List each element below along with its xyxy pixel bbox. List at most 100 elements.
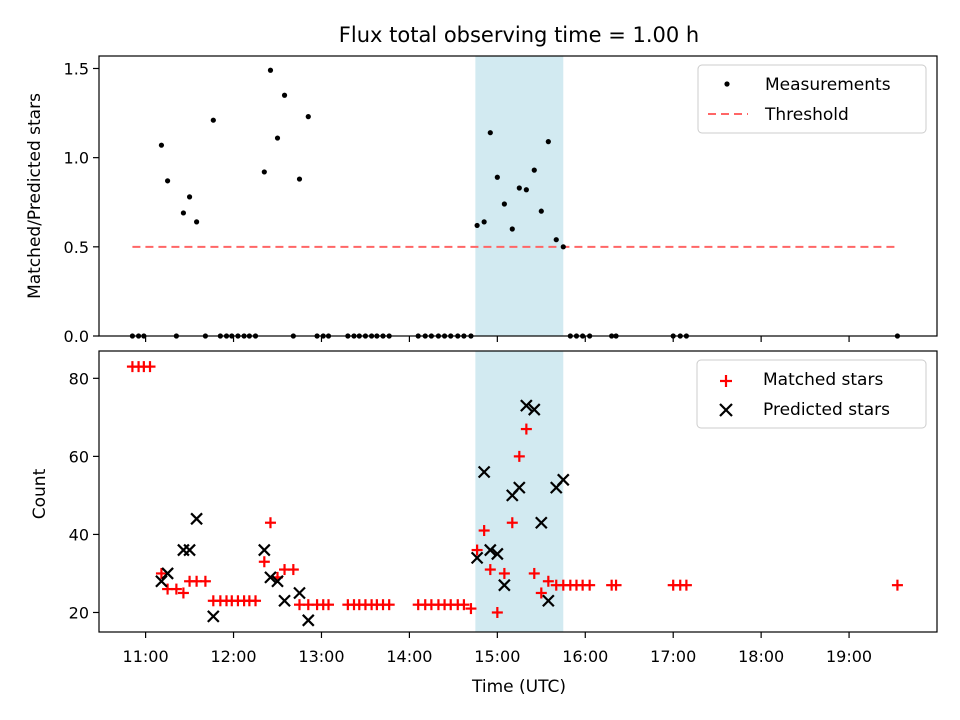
- predicted-star-point: [520, 399, 533, 412]
- matched-star-point: [471, 544, 483, 556]
- top-ytick-label: 1.5: [64, 59, 89, 78]
- predicted-star-point: [513, 481, 526, 494]
- x-axis-label: Time (UTC): [471, 677, 566, 697]
- measurement-point: [281, 92, 288, 98]
- bottom-ytick-label: 40: [69, 525, 89, 544]
- legend-predicted-marker: [719, 403, 733, 417]
- predicted-star-point: [293, 586, 306, 600]
- measurement-point: [186, 194, 193, 200]
- bottom-ytick-label: 60: [69, 447, 89, 466]
- predicted-star-point: [557, 473, 570, 487]
- matched-star-point: [584, 579, 596, 591]
- top-ytick-label: 0.5: [64, 238, 89, 257]
- measurement-point: [474, 222, 480, 229]
- matched-star-point: [155, 567, 167, 579]
- matched-star-point: [478, 525, 490, 537]
- matched-stars-group: [126, 361, 903, 618]
- matched-star-point: [535, 587, 547, 599]
- matched-star-point: [323, 599, 335, 611]
- bottom-ytick-label: 20: [69, 603, 89, 622]
- xtick-label: 13:00: [298, 647, 344, 666]
- xtick-label: 12:00: [210, 647, 256, 666]
- matched-star-point: [610, 579, 622, 591]
- matched-star-point: [287, 564, 299, 576]
- predicted-star-point: [542, 594, 555, 608]
- measurement-point: [501, 201, 507, 207]
- predicted-star-point: [258, 543, 271, 557]
- matched-star-point: [484, 564, 496, 576]
- measurement-point: [560, 244, 566, 250]
- matched-star-point: [506, 517, 518, 529]
- predicted-star-point: [183, 543, 196, 557]
- measurement-point: [531, 167, 537, 173]
- measurement-point: [194, 219, 200, 225]
- matched-star-point: [199, 575, 211, 587]
- top-legend-box: [697, 64, 927, 134]
- top-ytick-group: 0.0 0.5 1.0 1.5: [64, 59, 99, 346]
- xtick-label: 18:00: [738, 647, 784, 666]
- chart-title: Flux total observing time = 1.00 h: [339, 23, 699, 47]
- predicted-stars-group: [155, 399, 570, 627]
- predicted-star-point: [190, 512, 203, 526]
- matched-star-point: [891, 579, 903, 591]
- legend-matched-marker: [720, 375, 732, 387]
- measurement-point: [509, 226, 515, 232]
- bottom-axes-frame: [98, 350, 938, 633]
- predicted-star-point: [278, 594, 291, 608]
- matched-star-point: [491, 606, 503, 618]
- predicted-star-point: [491, 547, 504, 561]
- legend-predicted-label: Predicted stars: [763, 400, 890, 420]
- bottom-legend-box: [696, 359, 927, 429]
- matched-star-point: [513, 450, 525, 462]
- matched-star-point: [170, 583, 182, 595]
- predicted-star-point: [470, 551, 484, 565]
- matched-star-point: [264, 517, 276, 529]
- measurement-point: [274, 135, 281, 141]
- xtick-label: 17:00: [650, 647, 696, 666]
- xtick-label: 15:00: [474, 647, 520, 666]
- measurement-point: [523, 187, 529, 193]
- predicted-star-point: [264, 571, 277, 584]
- matched-star-point: [498, 567, 510, 579]
- matched-star-point: [250, 595, 262, 607]
- matched-star-point: [680, 579, 692, 591]
- matched-star-point: [144, 361, 156, 373]
- top-panel: 0.0 0.5 1.0 1.5 Matched/Predicted stars Mea…: [25, 55, 938, 346]
- predicted-star-point: [207, 610, 220, 623]
- matched-star-point: [465, 603, 477, 615]
- measurement-point: [553, 237, 559, 243]
- predicted-star-point: [302, 614, 315, 627]
- predicted-star-point: [484, 543, 497, 557]
- measurement-point: [481, 219, 487, 225]
- predicted-star-point: [155, 574, 168, 588]
- matched-star-point: [542, 575, 554, 587]
- xtick-label: 16:00: [562, 647, 608, 666]
- top-axes-frame: [98, 55, 938, 337]
- measurement-point: [516, 185, 522, 191]
- legend-measurements-marker: [724, 81, 730, 87]
- xtick-label: 19:00: [826, 647, 872, 666]
- measurement-point: [164, 178, 171, 184]
- matched-star-point: [177, 587, 189, 599]
- measurement-point: [545, 139, 551, 145]
- top-ylabel: Matched/Predicted stars: [25, 93, 45, 299]
- legend-measurements-label: Measurements: [765, 75, 891, 95]
- measurement-point: [180, 210, 187, 216]
- bottom-ytick-group: 20 40 60 80: [69, 369, 99, 622]
- measurement-point: [487, 130, 493, 136]
- bottom-legend: Matched stars Predicted stars: [696, 359, 927, 429]
- measurement-point: [267, 67, 274, 73]
- measurement-point: [305, 114, 311, 120]
- predicted-star-point: [498, 578, 511, 592]
- measurement-point: [296, 176, 303, 182]
- matched-star-point: [258, 556, 270, 568]
- measurement-point: [261, 169, 267, 175]
- measurement-point: [494, 174, 500, 180]
- top-highlight-span: [475, 56, 564, 336]
- xtick-label: 14:00: [386, 647, 432, 666]
- measurement-point: [210, 117, 216, 123]
- predicted-star-point: [161, 567, 174, 580]
- matched-star-point: [520, 423, 532, 435]
